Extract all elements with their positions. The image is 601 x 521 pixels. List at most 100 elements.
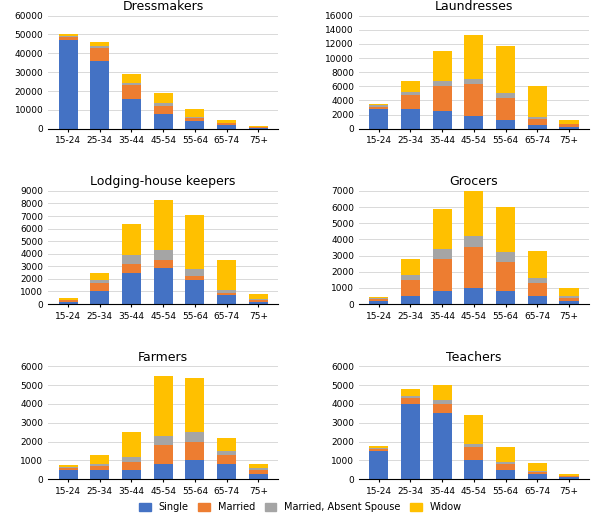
Title: Teachers: Teachers <box>446 351 502 364</box>
Bar <box>433 81 452 86</box>
Bar <box>433 51 452 81</box>
Bar <box>58 468 78 470</box>
Bar <box>58 299 78 300</box>
Bar <box>249 294 268 299</box>
Bar <box>185 269 204 276</box>
Bar <box>465 461 483 479</box>
Bar <box>122 224 141 255</box>
Bar <box>58 38 78 40</box>
Bar <box>90 466 109 470</box>
Bar <box>465 288 483 304</box>
Bar <box>217 438 236 451</box>
Bar <box>528 119 547 125</box>
Bar <box>433 209 452 249</box>
Bar <box>528 472 547 474</box>
Title: Grocers: Grocers <box>450 176 498 189</box>
Bar <box>58 465 78 467</box>
Bar <box>369 299 388 301</box>
Bar <box>122 74 141 82</box>
Bar <box>185 378 204 432</box>
Bar <box>122 85 141 98</box>
Bar <box>496 291 515 304</box>
Bar <box>185 109 204 117</box>
Bar <box>369 449 388 451</box>
Bar <box>90 464 109 466</box>
Bar <box>433 86 452 111</box>
Bar <box>249 464 268 468</box>
Bar <box>369 104 388 105</box>
Bar <box>433 385 452 400</box>
Bar <box>560 120 579 124</box>
Bar <box>528 283 547 296</box>
Bar <box>154 376 172 436</box>
Bar <box>217 125 236 129</box>
Bar <box>249 302 268 304</box>
Bar <box>528 278 547 283</box>
Bar <box>465 236 483 247</box>
Bar <box>154 268 172 304</box>
Bar <box>249 300 268 302</box>
Bar <box>465 247 483 288</box>
Bar <box>217 260 236 290</box>
Bar <box>433 404 452 413</box>
Bar <box>217 120 236 123</box>
Bar <box>496 262 515 291</box>
Bar <box>401 404 420 479</box>
Bar <box>154 260 172 268</box>
Bar <box>249 474 268 479</box>
Bar <box>401 389 420 396</box>
Bar <box>496 207 515 252</box>
Bar <box>496 46 515 93</box>
Bar <box>154 103 172 106</box>
Bar <box>560 474 579 476</box>
Bar <box>369 446 388 448</box>
Bar <box>249 299 268 300</box>
Bar <box>496 462 515 464</box>
Bar <box>58 467 78 468</box>
Title: Farmers: Farmers <box>138 351 188 364</box>
Title: Laundresses: Laundresses <box>435 0 513 13</box>
Bar <box>122 432 141 457</box>
Title: Lodging-house keepers: Lodging-house keepers <box>91 176 236 189</box>
Bar <box>560 288 579 296</box>
Bar <box>560 127 579 129</box>
Bar <box>369 301 388 304</box>
Bar <box>58 40 78 129</box>
Bar <box>369 451 388 479</box>
Bar <box>122 462 141 470</box>
Bar <box>217 290 236 293</box>
Bar <box>154 114 172 129</box>
Bar <box>401 109 420 129</box>
Bar <box>433 291 452 304</box>
Bar <box>185 276 204 280</box>
Bar <box>465 116 483 129</box>
Bar <box>433 111 452 129</box>
Bar <box>496 447 515 462</box>
Bar <box>217 464 236 479</box>
Bar <box>185 118 204 121</box>
Bar <box>496 97 515 120</box>
Bar <box>433 249 452 259</box>
Bar <box>369 109 388 129</box>
Bar <box>465 84 483 116</box>
Bar <box>401 95 420 109</box>
Bar <box>217 293 236 295</box>
Bar <box>496 252 515 262</box>
Bar <box>465 443 483 447</box>
Bar <box>369 448 388 449</box>
Bar <box>58 34 78 36</box>
Bar <box>122 82 141 85</box>
Bar <box>560 125 579 127</box>
Bar <box>433 413 452 479</box>
Bar <box>58 470 78 479</box>
Bar <box>401 92 420 95</box>
Bar <box>154 200 172 250</box>
Bar <box>560 297 579 301</box>
Bar <box>185 121 204 129</box>
Bar <box>401 81 420 92</box>
Bar <box>185 442 204 461</box>
Bar <box>58 300 78 302</box>
Bar <box>465 188 483 236</box>
Bar <box>154 445 172 464</box>
Bar <box>401 280 420 296</box>
